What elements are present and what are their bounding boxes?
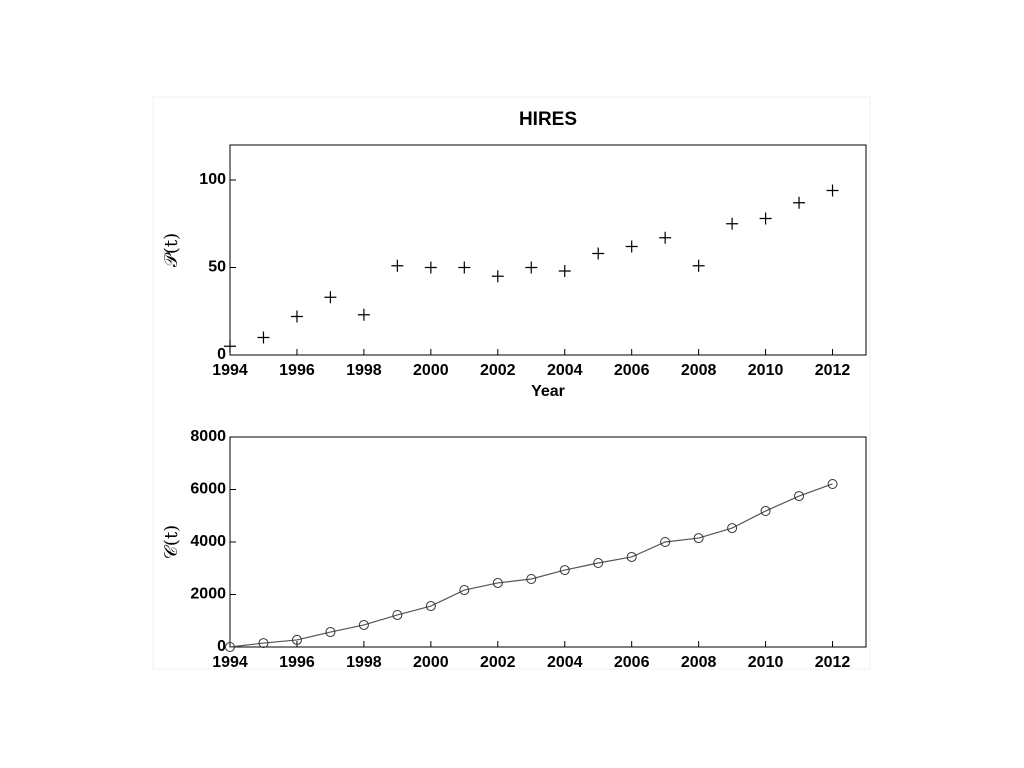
y-axis-label: 𝒞(t)	[161, 525, 182, 559]
data-point	[625, 240, 638, 253]
data-point	[726, 217, 739, 230]
data-point	[357, 308, 370, 321]
y-tick-label: 100	[199, 171, 226, 188]
x-tick-label: 2004	[547, 362, 583, 379]
data-point	[759, 212, 772, 225]
data-point	[525, 261, 538, 274]
y-tick-label: 0	[217, 346, 226, 363]
data-point	[526, 574, 537, 585]
data-point	[692, 259, 705, 272]
y-axis-label: 𝒫(t)	[161, 233, 182, 267]
data-point	[593, 558, 604, 568]
x-tick-label: 1996	[279, 362, 315, 379]
data-point	[793, 196, 806, 209]
data-point	[258, 638, 269, 649]
data-point	[826, 184, 839, 197]
data-point	[257, 331, 270, 344]
x-tick-label: 2002	[480, 362, 516, 379]
y-tick-label: 50	[208, 259, 226, 276]
data-point	[459, 585, 470, 596]
data-point	[592, 247, 605, 260]
plot-frame	[229, 144, 867, 356]
x-tick-label: 2012	[815, 362, 851, 379]
x-tick-label: 2006	[614, 362, 650, 379]
data-point	[358, 619, 369, 630]
figure-panel	[152, 96, 871, 670]
data-point	[224, 340, 236, 353]
data-point	[659, 231, 672, 244]
x-tick-label: 1994	[212, 654, 248, 671]
data-point	[760, 506, 771, 517]
data-point	[290, 310, 303, 323]
x-tick-label: 2004	[547, 654, 583, 671]
y-tick-label: 4000	[190, 533, 226, 550]
data-point	[827, 478, 838, 489]
x-axis-label: Year	[531, 383, 565, 400]
data-point	[325, 627, 336, 638]
x-tick-label: 1998	[346, 654, 382, 671]
x-tick-label: 2010	[748, 362, 784, 379]
data-point	[660, 537, 671, 547]
y-tick-label: 6000	[190, 481, 226, 498]
data-point	[392, 609, 403, 620]
data-point	[492, 577, 503, 588]
x-tick-label: 2008	[681, 362, 717, 379]
x-tick-label: 1996	[279, 654, 315, 671]
data-point	[491, 270, 504, 283]
x-tick-label: 2010	[748, 654, 784, 671]
y-tick-label: 8000	[190, 428, 226, 445]
x-tick-label: 1994	[212, 362, 248, 379]
x-tick-label: 2000	[413, 654, 449, 671]
data-point	[424, 261, 437, 274]
data-point	[559, 565, 570, 576]
chart-title: HIRES	[519, 109, 577, 130]
data-point	[626, 551, 637, 562]
data-point	[391, 259, 404, 272]
y-tick-label: 2000	[190, 586, 226, 603]
data-point	[425, 601, 436, 612]
data-point	[458, 261, 471, 274]
data-point	[291, 634, 302, 645]
data-point	[225, 642, 235, 652]
y-tick-label: 0	[217, 638, 226, 655]
x-tick-label: 2002	[480, 654, 516, 671]
x-tick-label: 2012	[815, 654, 851, 671]
data-point	[558, 265, 571, 277]
data-point	[727, 523, 738, 534]
data-point	[324, 291, 337, 304]
data-line	[229, 483, 833, 648]
x-tick-label: 2000	[413, 362, 449, 379]
data-point	[794, 491, 805, 502]
x-tick-label: 1998	[346, 362, 382, 379]
data-point	[693, 533, 704, 544]
x-tick-label: 2008	[681, 654, 717, 671]
x-tick-label: 2006	[614, 654, 650, 671]
